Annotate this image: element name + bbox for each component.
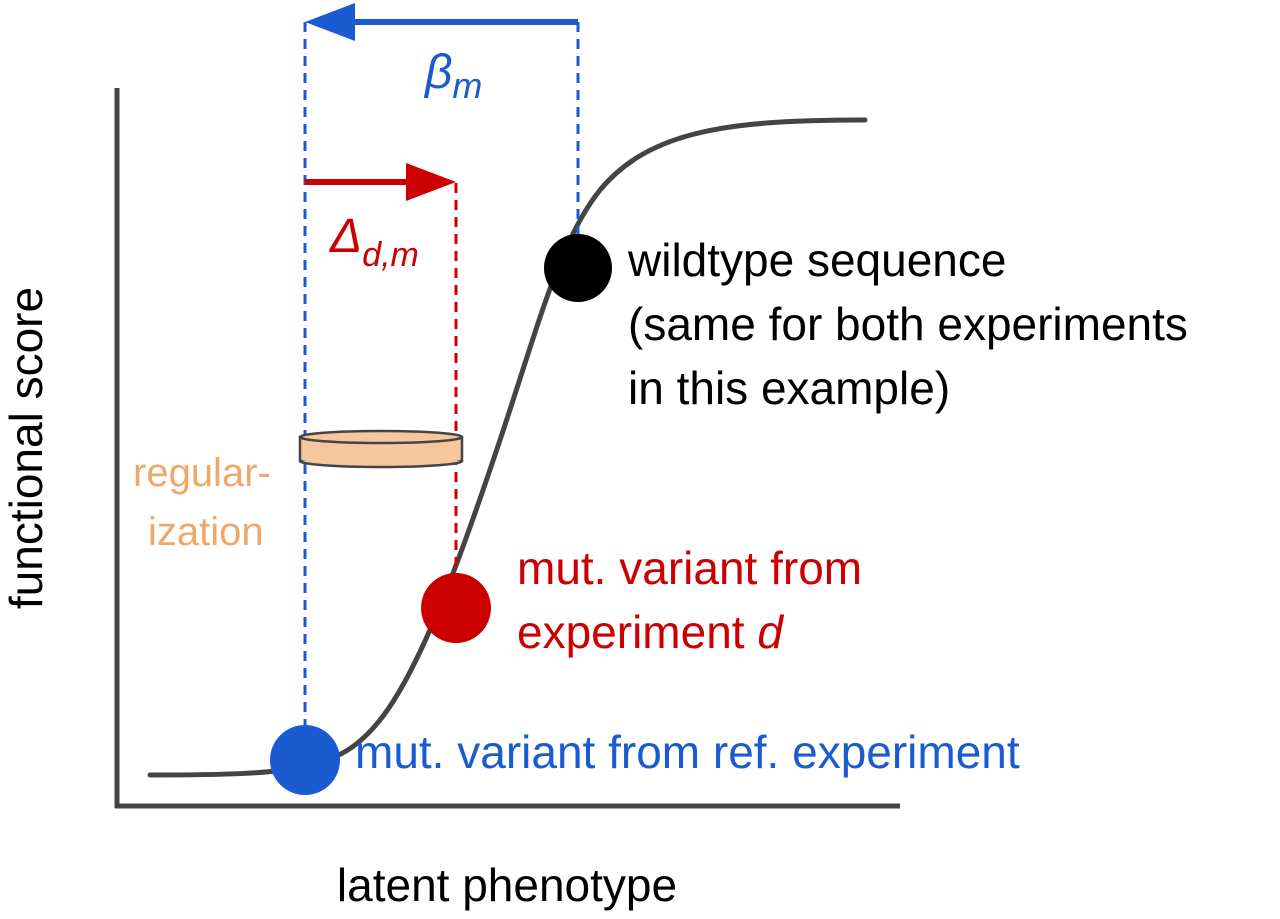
x-axis-label: latent phenotype <box>337 859 677 911</box>
wildtype-label-line1: wildtype sequence <box>627 234 1006 286</box>
regularization-disc <box>298 429 464 469</box>
wildtype-label-line3: in this example) <box>628 362 950 414</box>
mut-d-label-line1: mut. variant from <box>517 542 862 594</box>
wildtype-label-line2: (same for both experiments <box>628 298 1188 350</box>
beta-label: βm <box>423 46 482 106</box>
delta-subscript: d,m <box>362 236 419 274</box>
delta-symbol: Δ <box>329 210 362 263</box>
y-axis-label: functional score <box>0 287 52 609</box>
beta-arrow-head <box>305 3 355 41</box>
sigmoid-curve <box>147 117 868 778</box>
delta-label: Δd,m <box>329 210 419 274</box>
mut-d-label-italic: d <box>757 606 784 658</box>
delta-arrow-head <box>406 163 456 201</box>
beta-symbol: β <box>423 46 452 99</box>
mut-variant-ref-point <box>270 725 340 795</box>
regularization-label-line1: regular- <box>133 451 271 495</box>
regularization-label-line2: ization <box>148 510 264 554</box>
mut-variant-d-point <box>421 573 491 643</box>
wildtype-point <box>544 234 612 302</box>
mut-d-label-line2: experiment d <box>517 606 784 658</box>
beta-subscript: m <box>452 65 482 106</box>
axes <box>114 88 900 809</box>
mut-ref-label: mut. variant from ref. experiment <box>355 726 1020 778</box>
mut-d-label-prefix: experiment <box>517 606 757 658</box>
